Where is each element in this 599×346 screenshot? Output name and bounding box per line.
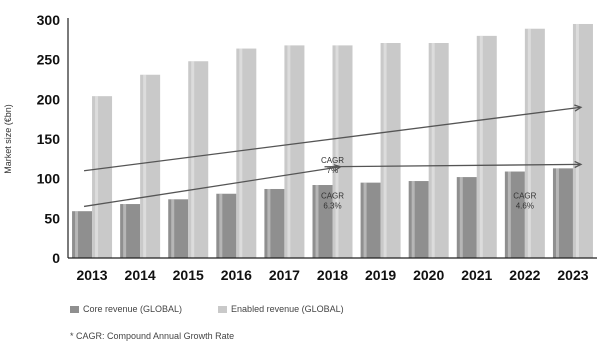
legend-label-enabled: Enabled revenue (GLOBAL) bbox=[231, 304, 344, 314]
y-tick-label: 0 bbox=[52, 250, 60, 266]
bar-enabled-revenue-highlight bbox=[95, 96, 99, 258]
x-tick-label: 2014 bbox=[125, 267, 156, 283]
bar-enabled-revenue-highlight bbox=[479, 35, 483, 258]
bar-enabled-revenue bbox=[92, 96, 113, 258]
cagr-line bbox=[83, 166, 341, 208]
bar-enabled-revenue bbox=[524, 28, 545, 258]
cagr-label: 7% bbox=[327, 166, 339, 175]
bar-core-revenue-highlight bbox=[459, 177, 463, 258]
bar-core-revenue bbox=[72, 211, 93, 258]
y-tick-label: 250 bbox=[37, 52, 61, 68]
bar-core-revenue-highlight bbox=[267, 188, 271, 258]
bar-core-revenue bbox=[408, 181, 429, 258]
bar-core-revenue-highlight bbox=[75, 211, 79, 258]
x-tick-label: 2023 bbox=[557, 267, 588, 283]
x-tick-label: 2018 bbox=[317, 267, 348, 283]
bar-enabled-revenue-highlight bbox=[335, 45, 339, 259]
bar-enabled-revenue-highlight bbox=[575, 23, 579, 258]
legend-swatch-core bbox=[70, 305, 79, 313]
bar-enabled-revenue bbox=[188, 61, 209, 259]
bar-core-revenue bbox=[552, 168, 573, 258]
bar-core-revenue-highlight bbox=[411, 181, 415, 258]
bar-enabled-revenue-highlight bbox=[143, 74, 147, 259]
bar-enabled-revenue bbox=[332, 45, 353, 259]
bar-core-revenue-highlight bbox=[315, 185, 319, 258]
cagr-label: CAGR bbox=[321, 192, 344, 201]
bar-enabled-revenue-highlight bbox=[527, 28, 531, 258]
bar-enabled-revenue-highlight bbox=[287, 45, 291, 259]
bar-core-revenue bbox=[360, 182, 381, 258]
x-tick-label: 2017 bbox=[269, 267, 300, 283]
bar-enabled-revenue bbox=[476, 35, 497, 258]
bar-core-revenue bbox=[120, 204, 141, 258]
y-tick-label: 50 bbox=[44, 210, 60, 226]
y-tick-label: 100 bbox=[37, 171, 61, 187]
x-tick-label: 2013 bbox=[76, 267, 107, 283]
legend-label-core: Core revenue (GLOBAL) bbox=[83, 304, 183, 314]
x-tick-label: 2021 bbox=[461, 267, 492, 283]
bar-core-revenue-highlight bbox=[555, 168, 559, 258]
bar-enabled-revenue bbox=[572, 23, 593, 258]
bar-core-revenue-highlight bbox=[171, 199, 175, 258]
cagr-arrowhead bbox=[574, 160, 583, 169]
bar-core-revenue bbox=[168, 199, 189, 258]
cagr-line bbox=[324, 163, 581, 168]
bar-core-revenue-highlight bbox=[219, 193, 223, 258]
y-tick-label: 300 bbox=[37, 12, 61, 28]
bar-enabled-revenue bbox=[284, 45, 305, 259]
bar-core-revenue bbox=[504, 171, 525, 258]
bar-core-revenue bbox=[216, 193, 237, 258]
bar-enabled-revenue-highlight bbox=[239, 48, 243, 259]
footnote: * CAGR: Compound Annual Growth Rate bbox=[70, 331, 235, 341]
x-tick-label: 2020 bbox=[413, 267, 444, 283]
x-tick-label: 2015 bbox=[173, 267, 204, 283]
y-tick-label: 200 bbox=[37, 91, 61, 107]
legend-item-enabled: Enabled revenue (GLOBAL) bbox=[218, 304, 344, 314]
y-axis-label: Market size (€bn) bbox=[3, 104, 13, 174]
cagr-label: 4.6% bbox=[516, 202, 534, 211]
cagr-label: 6.3% bbox=[323, 202, 341, 211]
cagr-line bbox=[83, 106, 582, 172]
bar-enabled-revenue bbox=[428, 43, 449, 258]
cagr-label: CAGR bbox=[513, 192, 536, 201]
bar-enabled-revenue-highlight bbox=[191, 61, 195, 259]
bar-core-revenue bbox=[264, 188, 285, 258]
bar-enabled-revenue bbox=[140, 74, 161, 259]
x-tick-label: 2022 bbox=[509, 267, 540, 283]
x-tick-label: 2016 bbox=[221, 267, 252, 283]
bar-core-revenue-highlight bbox=[507, 171, 511, 258]
legend-item-core: Core revenue (GLOBAL) bbox=[70, 304, 182, 314]
bar-core-revenue-highlight bbox=[123, 204, 127, 258]
y-tick-label: 150 bbox=[37, 131, 61, 147]
bar-core-revenue bbox=[312, 185, 333, 258]
bar-enabled-revenue-highlight bbox=[431, 43, 435, 258]
bar-enabled-revenue-highlight bbox=[383, 43, 387, 258]
legend-swatch-enabled bbox=[218, 305, 228, 313]
cagr-label: CAGR bbox=[321, 156, 344, 165]
x-tick-label: 2019 bbox=[365, 267, 396, 283]
legend: Core revenue (GLOBAL) Enabled revenue (G… bbox=[70, 304, 344, 314]
bar-enabled-revenue bbox=[236, 48, 257, 259]
bar-core-revenue bbox=[456, 177, 477, 258]
bar-core-revenue-highlight bbox=[363, 182, 367, 258]
cagr-arrowhead bbox=[574, 104, 583, 112]
bar-enabled-revenue bbox=[380, 43, 401, 258]
